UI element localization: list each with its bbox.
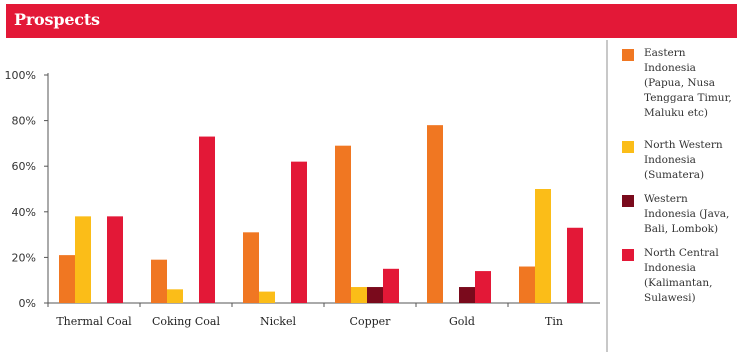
legend-label: Eastern Indonesia (Papua, Nusa Tenggara … [644, 47, 732, 119]
legend-divider [606, 40, 608, 352]
bar [383, 268, 399, 303]
legend-label: North Western Indonesia (Sumatera) [644, 139, 723, 181]
bar [107, 216, 123, 303]
y-tick-label: 40% [12, 206, 36, 219]
bar [259, 291, 275, 303]
bar [535, 189, 551, 303]
legend-label: North Central Indonesia (Kalimantan, Sul… [644, 247, 719, 304]
bar [75, 216, 91, 303]
bar [151, 259, 167, 303]
y-tick-label: 60% [12, 160, 36, 173]
bar [459, 287, 475, 303]
header-bar: Prospects [6, 4, 737, 38]
legend-swatch [622, 49, 634, 61]
legend-swatch [622, 141, 634, 153]
bar [519, 266, 535, 303]
bar [335, 145, 351, 303]
bar [243, 232, 259, 303]
y-tick-label: 0% [19, 297, 36, 310]
y-tick-label: 80% [12, 115, 36, 128]
x-tick-label: Nickel [260, 315, 296, 328]
x-tick-label: Copper [350, 315, 392, 328]
bar [427, 125, 443, 303]
legend-swatch [622, 249, 634, 261]
bar-chart: 0% 20% 40% 60% 80% 100% Thermal Coal Coking Coa… [5, 69, 600, 328]
x-tick-label: Tin [545, 315, 563, 328]
legend-label: Western Indonesia (Java, Bali, Lombok) [644, 193, 730, 235]
bar [475, 271, 491, 303]
x-tick-label: Gold [449, 315, 475, 328]
bar [367, 287, 383, 303]
bar [199, 136, 215, 303]
y-tick-label: 20% [12, 251, 36, 264]
x-tick-label: Thermal Coal [56, 315, 132, 328]
legend-swatch [622, 195, 634, 207]
bar [167, 289, 183, 303]
bar [351, 287, 367, 303]
x-tick-label: Coking Coal [152, 315, 220, 328]
page-title: Prospects [14, 10, 100, 29]
bar [291, 161, 307, 303]
y-tick-label: 100% [5, 69, 36, 82]
bar [59, 255, 75, 303]
bar [567, 227, 583, 303]
